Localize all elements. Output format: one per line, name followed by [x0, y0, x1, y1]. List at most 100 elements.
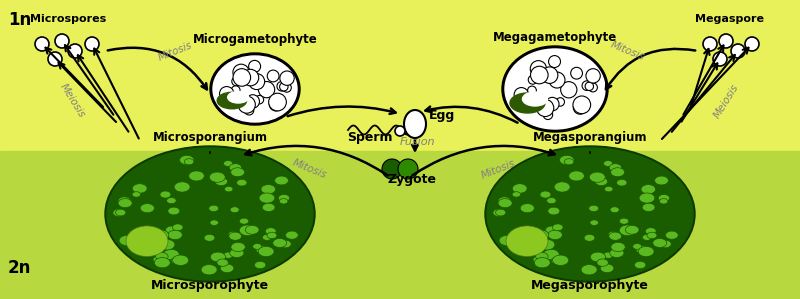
- Ellipse shape: [231, 242, 246, 252]
- Ellipse shape: [279, 199, 288, 204]
- Ellipse shape: [209, 205, 218, 212]
- Circle shape: [573, 96, 590, 114]
- Circle shape: [574, 101, 587, 114]
- Ellipse shape: [584, 234, 595, 241]
- Circle shape: [530, 61, 546, 77]
- Ellipse shape: [229, 232, 242, 240]
- Text: Mitosis: Mitosis: [291, 158, 329, 180]
- Ellipse shape: [217, 259, 228, 266]
- Circle shape: [280, 83, 288, 91]
- Circle shape: [546, 97, 559, 111]
- Ellipse shape: [267, 232, 277, 239]
- Ellipse shape: [163, 249, 179, 260]
- Text: Microgametophyte: Microgametophyte: [193, 33, 318, 46]
- Circle shape: [35, 37, 49, 51]
- Ellipse shape: [552, 224, 563, 231]
- Circle shape: [277, 81, 286, 91]
- Ellipse shape: [223, 161, 233, 167]
- Ellipse shape: [512, 192, 521, 197]
- Ellipse shape: [105, 146, 315, 282]
- Ellipse shape: [548, 207, 560, 215]
- Ellipse shape: [184, 159, 194, 165]
- Ellipse shape: [659, 240, 671, 248]
- Circle shape: [231, 86, 240, 94]
- Ellipse shape: [619, 225, 636, 236]
- Ellipse shape: [210, 53, 300, 125]
- Circle shape: [586, 69, 600, 83]
- Circle shape: [514, 88, 529, 102]
- Circle shape: [542, 67, 558, 83]
- Circle shape: [85, 37, 99, 51]
- Ellipse shape: [210, 172, 226, 182]
- Circle shape: [219, 86, 234, 101]
- Ellipse shape: [611, 242, 626, 252]
- Ellipse shape: [590, 220, 598, 225]
- Circle shape: [280, 71, 294, 85]
- Circle shape: [230, 95, 240, 105]
- Circle shape: [526, 97, 536, 107]
- Ellipse shape: [610, 168, 625, 177]
- Text: 1n: 1n: [8, 11, 31, 29]
- Circle shape: [585, 82, 594, 91]
- Circle shape: [267, 70, 279, 82]
- Ellipse shape: [659, 199, 668, 204]
- Circle shape: [570, 67, 582, 79]
- Bar: [0, 151, 800, 299]
- Ellipse shape: [546, 198, 556, 204]
- Circle shape: [537, 99, 554, 117]
- Circle shape: [556, 98, 565, 106]
- Circle shape: [713, 52, 727, 66]
- Ellipse shape: [156, 252, 168, 260]
- Ellipse shape: [595, 178, 607, 186]
- Ellipse shape: [581, 265, 597, 275]
- Ellipse shape: [636, 246, 649, 254]
- Ellipse shape: [505, 49, 605, 129]
- Ellipse shape: [642, 203, 655, 211]
- Circle shape: [745, 37, 759, 51]
- Ellipse shape: [666, 231, 678, 239]
- Text: Mitosis: Mitosis: [610, 40, 646, 62]
- Circle shape: [244, 106, 254, 115]
- Ellipse shape: [171, 257, 182, 264]
- Circle shape: [249, 74, 265, 90]
- Circle shape: [395, 126, 405, 136]
- Ellipse shape: [189, 171, 204, 181]
- Ellipse shape: [279, 240, 291, 248]
- Text: Megagametophyte: Megagametophyte: [493, 31, 617, 44]
- Ellipse shape: [512, 184, 527, 193]
- Ellipse shape: [498, 199, 512, 208]
- Circle shape: [232, 77, 241, 86]
- Ellipse shape: [590, 252, 606, 262]
- Ellipse shape: [166, 198, 176, 204]
- Ellipse shape: [559, 155, 574, 165]
- Circle shape: [282, 83, 291, 92]
- Ellipse shape: [619, 218, 629, 224]
- Ellipse shape: [286, 231, 298, 239]
- Ellipse shape: [589, 205, 598, 212]
- Ellipse shape: [534, 257, 550, 268]
- Ellipse shape: [168, 207, 180, 215]
- Ellipse shape: [253, 244, 262, 249]
- Text: Megaspore: Megaspore: [695, 14, 765, 24]
- Ellipse shape: [485, 146, 695, 282]
- Ellipse shape: [118, 197, 130, 205]
- Text: Fusion: Fusion: [399, 137, 434, 147]
- Circle shape: [528, 75, 538, 84]
- Ellipse shape: [153, 256, 164, 263]
- Ellipse shape: [502, 46, 608, 132]
- Ellipse shape: [113, 209, 125, 216]
- Text: Zygote: Zygote: [387, 173, 437, 186]
- Circle shape: [543, 110, 553, 120]
- Ellipse shape: [258, 246, 274, 257]
- Circle shape: [527, 86, 536, 95]
- Ellipse shape: [538, 239, 555, 250]
- Circle shape: [68, 44, 82, 58]
- Ellipse shape: [534, 230, 549, 239]
- Ellipse shape: [617, 179, 627, 186]
- Ellipse shape: [495, 209, 506, 216]
- Text: Mitosis: Mitosis: [157, 40, 194, 62]
- Ellipse shape: [261, 184, 275, 194]
- Ellipse shape: [173, 255, 189, 266]
- Ellipse shape: [642, 234, 652, 240]
- Text: 2n: 2n: [8, 259, 31, 277]
